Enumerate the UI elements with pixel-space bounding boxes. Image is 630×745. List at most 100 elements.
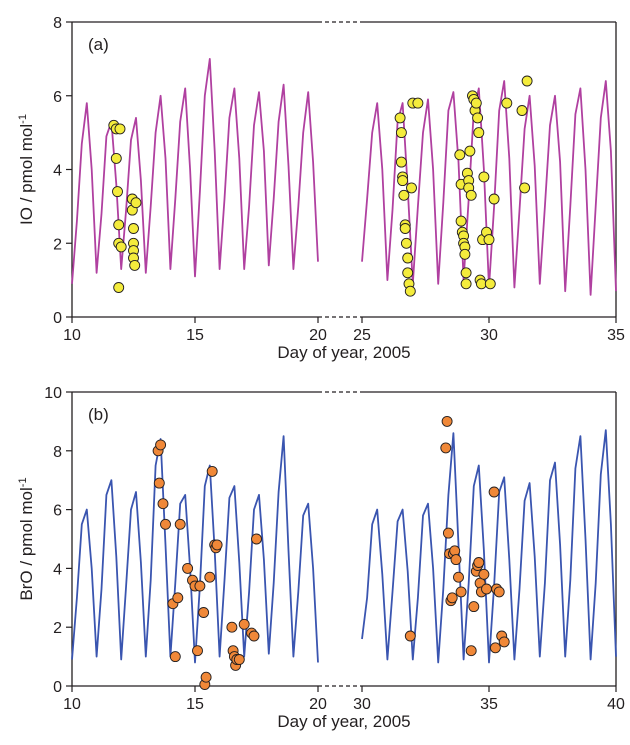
panel-a-chart: 0 2 4 6 8 10 15 20 25 30 35 Day of year, 2005 IO / p… <box>17 15 625 362</box>
data-point <box>112 186 123 198</box>
data-point <box>172 592 184 604</box>
x-tick-label: 15 <box>186 696 204 713</box>
data-point <box>519 182 531 194</box>
data-point <box>454 149 466 161</box>
data-point <box>460 267 472 279</box>
y-tick-label: 4 <box>53 163 62 180</box>
data-point <box>395 156 407 168</box>
y-axis-label-main: IO / pmol mol <box>17 124 36 225</box>
x-tick-label: 40 <box>607 696 625 713</box>
data-point <box>465 645 477 657</box>
data-point <box>481 583 492 595</box>
data-point <box>460 278 472 290</box>
y-tick-label: 10 <box>44 385 62 402</box>
x-tick-label: 15 <box>186 327 204 344</box>
data-line-segment <box>71 58 319 284</box>
x-axis-label: Day of year, 2005 <box>277 343 410 362</box>
data-point <box>489 642 501 654</box>
y-tick-label: 8 <box>53 15 62 32</box>
panel-label: (a) <box>88 35 109 54</box>
data-line-segment <box>71 435 319 664</box>
data-point <box>113 282 125 293</box>
data-point <box>115 241 127 253</box>
data-point <box>129 259 141 271</box>
data-point <box>453 571 464 583</box>
y-tick-label: 6 <box>53 89 62 106</box>
y-tick-label: 8 <box>53 444 62 461</box>
data-point <box>192 645 203 657</box>
x-axis-label: Day of year, 2005 <box>277 712 410 731</box>
panel-b-chart: 0 2 4 6 8 10 10 15 20 30 35 40 Day of year, 2005 BrO … <box>17 385 625 731</box>
data-point <box>473 127 485 139</box>
data-point <box>157 498 169 510</box>
x-tick-label: 30 <box>480 327 498 344</box>
y-tick-label: 0 <box>53 679 62 696</box>
x-tick-label: 30 <box>353 696 371 713</box>
x-tick-label: 10 <box>63 327 81 344</box>
data-point <box>198 607 210 618</box>
y-tick-label: 6 <box>53 503 62 520</box>
data-point <box>459 248 471 260</box>
data-point <box>394 112 406 124</box>
data-point <box>468 601 480 613</box>
data-point <box>501 97 513 109</box>
data-point <box>464 145 476 157</box>
data-point <box>398 189 410 201</box>
data-point <box>395 127 407 139</box>
data-point <box>204 571 216 583</box>
data-point <box>160 518 171 530</box>
data-point <box>200 671 212 683</box>
data-point <box>153 477 165 489</box>
data-point <box>488 486 500 498</box>
panel-label: (b) <box>88 405 109 424</box>
x-tick-label: 35 <box>607 327 625 344</box>
data-point <box>128 223 139 234</box>
x-tick-label: 20 <box>309 696 327 713</box>
data-point <box>484 278 496 290</box>
data-point <box>211 539 223 551</box>
x-tick-label: 10 <box>63 696 81 713</box>
data-point <box>483 234 495 246</box>
data-point <box>450 554 462 566</box>
data-point <box>233 654 245 665</box>
y-tick-label: 0 <box>53 310 62 327</box>
data-point <box>194 580 206 592</box>
data-point <box>473 557 485 568</box>
data-point <box>521 75 533 87</box>
x-tick-label: 20 <box>309 327 327 344</box>
y-tick-label: 2 <box>53 236 62 253</box>
data-point <box>441 415 453 427</box>
data-point <box>110 152 122 164</box>
data-point <box>455 586 467 598</box>
data-point <box>238 618 250 630</box>
y-axis-label: IO / pmol mol-1 <box>17 114 36 225</box>
data-point <box>251 533 262 545</box>
y-tick-label: 4 <box>53 561 62 578</box>
data-point <box>226 621 238 633</box>
data-point <box>449 545 461 557</box>
data-point <box>472 112 484 124</box>
x-tick-label: 35 <box>480 696 498 713</box>
data-point <box>206 465 218 477</box>
data-point <box>442 527 454 539</box>
data-point <box>516 105 528 116</box>
data-point <box>465 189 477 201</box>
x-tick-label: 25 <box>353 327 371 344</box>
data-point <box>399 223 411 234</box>
y-axis-label-superscript: -1 <box>17 114 29 124</box>
y-tick-label: 2 <box>53 620 62 637</box>
data-point <box>130 197 142 209</box>
y-axis-label-superscript: -1 <box>17 477 29 487</box>
data-point <box>446 592 458 604</box>
data-point <box>406 182 417 194</box>
data-point <box>440 442 452 454</box>
data-point <box>478 171 490 183</box>
data-point <box>169 651 181 663</box>
data-point <box>455 215 467 227</box>
data-point <box>478 568 490 580</box>
data-point <box>113 219 125 231</box>
data-point <box>404 630 416 642</box>
data-point <box>182 562 194 574</box>
data-point <box>498 636 510 648</box>
